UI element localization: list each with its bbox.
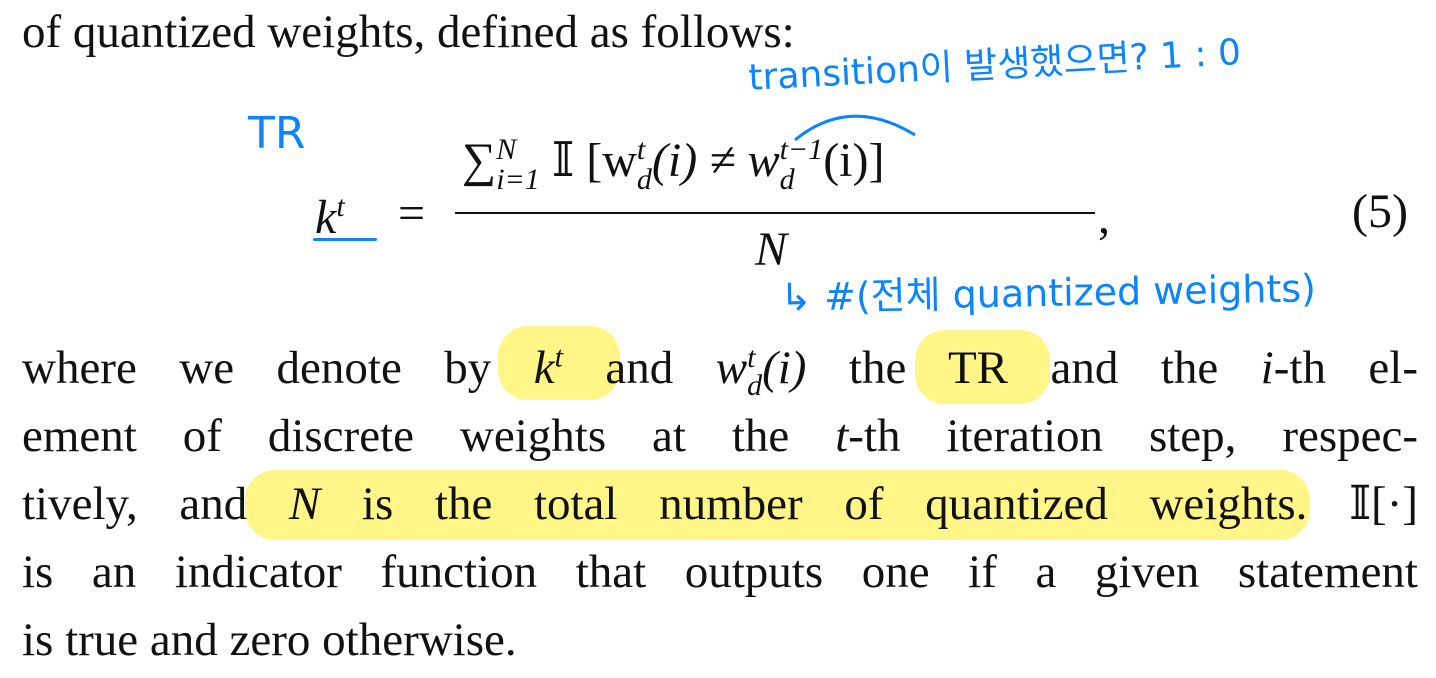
denominator: N xyxy=(755,223,788,276)
para-line-5: is true and zero otherwise. xyxy=(22,614,517,666)
highlight-tr xyxy=(915,330,1050,404)
underline-annotation xyxy=(313,238,377,241)
fraction-bar xyxy=(455,212,1095,214)
equation-lhs: kt xyxy=(315,190,345,244)
para-line-3: tively, and N is the total number of qua… xyxy=(22,478,1419,530)
para-line-1: where we denote by kt and w t d (i) the TR … xyxy=(22,340,1418,403)
highlight-n-definition xyxy=(245,470,1310,540)
text-line-1: of quantized weights, defined as follows… xyxy=(22,6,795,58)
arc-annotation xyxy=(794,114,916,142)
equals-sign: = xyxy=(398,187,426,240)
comma: , xyxy=(1098,191,1110,244)
highlight-kt xyxy=(498,326,620,400)
equation-number: (5) xyxy=(1352,185,1408,238)
para-line-2: ement of discrete weights at the t-th it… xyxy=(22,410,1418,462)
para-line-4: is an indicator function that outputs on… xyxy=(22,546,1418,598)
annotation-denominator: ↳ #(전체 quantized weights) xyxy=(779,266,1317,320)
annotation-tr: TR xyxy=(248,108,306,159)
